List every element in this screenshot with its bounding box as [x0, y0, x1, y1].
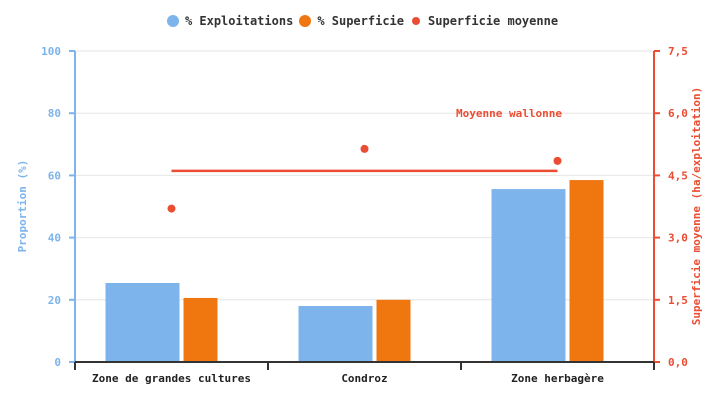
y-tick-left: 100 [41, 45, 61, 58]
legend-item-superficie-moyenne[interactable]: Superficie moyenne [410, 14, 558, 28]
y-tick-left: 80 [48, 107, 61, 120]
legend-marker-superficie-moyenne-icon [412, 17, 421, 25]
y-axis-left-title: Proportion (%) [16, 160, 29, 253]
chart-legend: % Exploitations % Superficie Superficie … [0, 14, 725, 28]
scatter-point[interactable] [360, 144, 369, 153]
legend-label: Superficie moyenne [428, 14, 559, 28]
y-axis-right-title: Superficie moyenne (ha/exploitation) [690, 87, 703, 325]
x-tick-label: Zone herbagère [511, 372, 604, 385]
y-tick-right: 0,0 [668, 356, 688, 369]
bar[interactable] [491, 189, 566, 362]
legend-label: % Superficie [317, 14, 405, 28]
scatter-point[interactable] [553, 156, 562, 165]
scatter-series [167, 144, 562, 213]
gridlines [75, 50, 654, 301]
bar[interactable] [105, 283, 180, 362]
axes: 0 0,0 20 1,5 40 3,0 60 4,5 80 6,0 100 7,5 Zone de gr… [41, 45, 688, 385]
bar[interactable] [376, 299, 411, 362]
y-tick-right: 1,5 [668, 294, 688, 307]
scatter-point[interactable] [167, 204, 176, 213]
bar[interactable] [298, 306, 373, 362]
reference-line-label: Moyenne wallonne [456, 107, 562, 120]
y-tick-right: 6,0 [668, 107, 688, 120]
y-tick-left: 60 [48, 169, 61, 182]
legend-marker-superficie-icon [299, 15, 312, 27]
legend-label: % Exploitations [184, 14, 294, 28]
y-tick-right: 3,0 [668, 232, 688, 245]
x-tick-label: Zone de grandes cultures [92, 372, 251, 385]
y-tick-right: 7,5 [668, 45, 688, 58]
bar[interactable] [569, 180, 604, 362]
legend-marker-exploitations-icon [166, 15, 179, 27]
y-tick-right: 4,5 [668, 169, 688, 182]
y-tick-left: 40 [48, 232, 61, 245]
bar[interactable] [183, 297, 218, 362]
legend-item-superficie[interactable]: % Superficie [299, 14, 404, 28]
y-tick-left: 20 [48, 294, 61, 307]
x-tick-label: Condroz [341, 372, 387, 385]
legend-item-exploitations[interactable]: % Exploitations [166, 14, 294, 28]
bar-series [105, 180, 604, 362]
y-tick-left: 0 [54, 356, 61, 369]
